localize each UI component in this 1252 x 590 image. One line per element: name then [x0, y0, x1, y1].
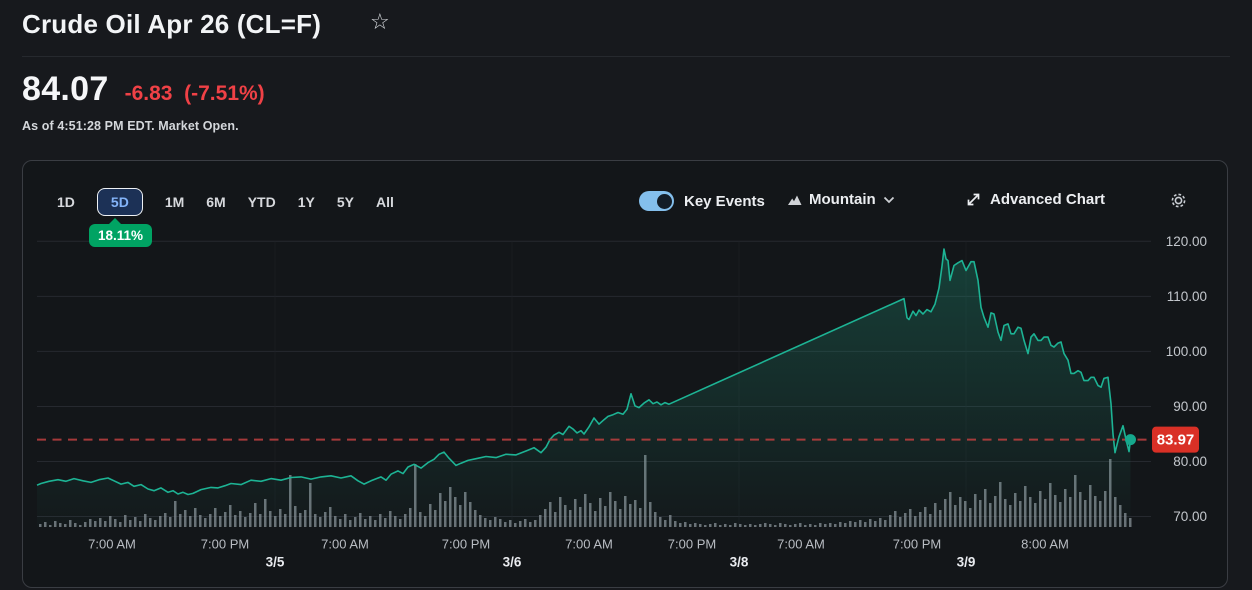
y-axis-tick-label: 90.00: [1173, 399, 1207, 414]
expand-arrows-icon: [965, 191, 982, 208]
y-axis-tick-label: 120.00: [1166, 234, 1207, 249]
price-area-fill: [37, 249, 1131, 527]
price-change: -6.83 (-7.51%): [124, 82, 265, 105]
x-axis-time-label: 7:00 PM: [668, 537, 716, 552]
range-change-badge: 18.11%: [89, 218, 153, 247]
x-axis-date-label: 3/5: [266, 555, 285, 570]
header-divider: [22, 56, 1230, 57]
x-axis-time-label: 7:00 AM: [565, 537, 613, 552]
range-tabs: 1D 5D 1M 6M YTD 1Y 5Y All: [57, 185, 394, 219]
x-axis-time-label: 7:00 PM: [442, 537, 490, 552]
current-price-badge: [1152, 426, 1199, 453]
x-axis-time-label: 8:00 AM: [1021, 537, 1069, 552]
toggle-knob: [656, 193, 672, 209]
x-axis-time-label: 7:00 PM: [893, 537, 941, 552]
y-axis-tick-label: 100.00: [1166, 344, 1207, 359]
x-axis-time-labels: 7:00 AM 7:00 PM 7:00 AM 7:00 PM 7:00 AM 7:00 …: [88, 537, 1069, 552]
x-axis-time-label: 7:00 PM: [201, 537, 249, 552]
chart-type-label: Mountain: [809, 191, 876, 208]
current-price-badge-label: 83.97: [1157, 432, 1195, 449]
y-axis-tick-label: 70.00: [1173, 509, 1207, 524]
x-axis-date-label: 3/8: [730, 555, 749, 570]
key-events-toggle-group[interactable]: Key Events: [639, 191, 765, 211]
advanced-chart-label: Advanced Chart: [990, 191, 1106, 208]
y-axis-labels: 120.00 110.00 100.00 90.00 80.00 70.00: [1166, 234, 1207, 524]
price-row: 84.07 -6.83 (-7.51%): [22, 70, 265, 109]
last-price-dot: [1125, 434, 1136, 446]
chart-type-dropdown[interactable]: Mountain: [787, 191, 895, 208]
x-axis-time-label: 7:00 AM: [88, 537, 136, 552]
tab-range-all[interactable]: All: [375, 194, 394, 210]
as-of-timestamp: As of 4:51:28 PM EDT. Market Open.: [22, 119, 239, 133]
tab-range-1d[interactable]: 1D: [57, 194, 75, 210]
x-axis-date-labels: 3/5 3/6 3/8 3/9: [266, 555, 976, 570]
chart-settings-button[interactable]: [1169, 191, 1188, 210]
page-title: Crude Oil Apr 26 (CL=F): [22, 9, 322, 39]
advanced-chart-button[interactable]: Advanced Chart: [965, 191, 1105, 208]
key-events-toggle[interactable]: [639, 191, 674, 211]
tab-range-1m[interactable]: 1M: [164, 194, 185, 210]
x-axis-time-label: 7:00 AM: [777, 537, 825, 552]
chevron-down-icon: [883, 196, 895, 204]
key-events-label: Key Events: [684, 192, 765, 210]
x-axis-date-label: 3/6: [503, 555, 522, 570]
y-axis-tick-label: 80.00: [1173, 454, 1207, 469]
chart-panel: 120.00 110.00 100.00 90.00 80.00 70.00 83.97 7:…: [22, 160, 1228, 588]
y-axis-tick-label: 110.00: [1167, 289, 1207, 304]
tab-range-1y[interactable]: 1Y: [297, 194, 315, 210]
current-price: 84.07: [22, 70, 109, 108]
x-axis-time-label: 7:00 AM: [321, 537, 369, 552]
tab-range-5y[interactable]: 5Y: [336, 194, 354, 210]
mountain-icon: [787, 193, 802, 207]
tab-range-5d[interactable]: 5D: [96, 188, 143, 216]
price-chart[interactable]: 120.00 110.00 100.00 90.00 80.00 70.00 83.97 7:…: [23, 161, 1227, 587]
watchlist-star-icon[interactable]: ☆: [370, 9, 390, 34]
price-line: [36, 248, 1132, 496]
gear-icon: [1169, 191, 1188, 210]
x-axis-date-label: 3/9: [957, 555, 976, 570]
tab-range-ytd[interactable]: YTD: [247, 194, 276, 210]
tab-range-6m[interactable]: 6M: [206, 194, 226, 210]
